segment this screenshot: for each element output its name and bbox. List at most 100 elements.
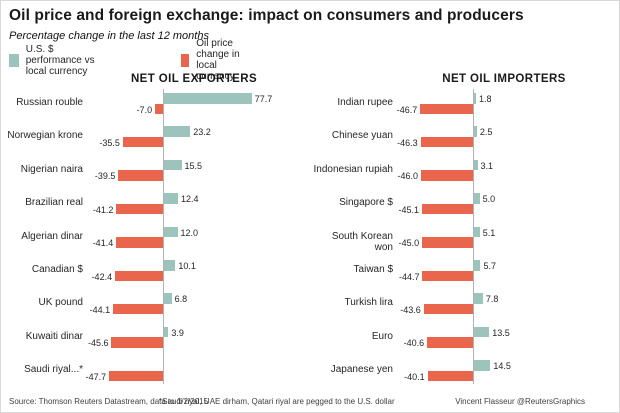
bar-usd	[474, 193, 480, 204]
bar-usd	[474, 93, 477, 104]
importers-plot-area: Indian rupee 1.8 -46.7 Chinese yuan 2.5 -46.3…	[311, 71, 619, 391]
category-label: Brazilian real	[25, 197, 83, 209]
panel-title-importers: NET OIL IMPORTERS	[442, 73, 566, 85]
category-label: Norwegian krone	[7, 130, 83, 142]
category-label: UK pound	[38, 297, 83, 309]
value-label-oil: -45.6	[87, 338, 109, 349]
value-label-usd: 13.5	[492, 327, 510, 338]
bar-usd	[164, 326, 169, 338]
bar-usd	[164, 293, 172, 304]
bar-oil	[422, 237, 473, 248]
value-label-oil: -41.2	[92, 204, 114, 215]
value-label-oil: -47.7	[85, 371, 107, 382]
panel-title-exporters: NET OIL EXPORTERS	[130, 73, 258, 85]
footer-credit: Vincent Flasseur @ReutersGraphics	[455, 397, 585, 406]
footer: Source: Thomson Reuters Datastream, data…	[1, 397, 619, 409]
footer-note: *Saudi riyal, UAE dirham, Qatari riyal a…	[159, 397, 395, 406]
bar-oil	[155, 103, 163, 114]
panel-net-oil-importers: NET OIL IMPORTERS Indian rupee 1.8 -46.7 Ch…	[311, 71, 619, 391]
category-label: Singapore $	[339, 197, 393, 209]
page-subtitle: Percentage change in the last 12 months	[9, 30, 209, 42]
bar-oil	[115, 270, 163, 281]
category-label: Taiwan $	[353, 264, 393, 275]
bar-oil	[118, 170, 163, 181]
category-label: Indian rupee	[337, 97, 393, 108]
category-label: Russian rouble	[16, 97, 83, 108]
bar-oil	[113, 303, 163, 315]
value-label-usd: 12.4	[181, 194, 199, 205]
value-label-oil: -45.1	[398, 204, 420, 215]
category-label: Algerian dinar	[21, 230, 83, 242]
value-label-usd: 3.1	[480, 160, 494, 171]
value-label-usd: 14.5	[493, 361, 511, 372]
value-label-oil: -43.6	[400, 304, 421, 315]
bar-oil	[427, 370, 473, 382]
category-label: Saudi riyal...*	[24, 364, 83, 376]
page-title: Oil price and foreign exchange: impact o…	[9, 7, 524, 24]
exporters-plot-area: Russian rouble 77.7 -7.0 Norwegian krone 23.…	[1, 71, 311, 391]
value-label-usd: 6.8	[174, 294, 188, 305]
legend-item-usd: U.S. $ performance vs local currency	[9, 44, 95, 77]
panel-net-oil-exporters: NET OIL EXPORTERS Russian rouble 77.7 -7.0…	[1, 71, 311, 391]
bar-oil	[116, 237, 163, 248]
bar-oil	[421, 170, 473, 181]
value-label-usd: 2.5	[479, 127, 493, 138]
axis-baseline	[473, 89, 474, 384]
bar-oil	[116, 203, 163, 215]
bar-usd	[474, 126, 477, 137]
bar-usd	[474, 360, 491, 371]
value-label-oil: -7.0	[136, 104, 153, 115]
category-label: Japanese yen	[330, 364, 393, 376]
bar-usd	[164, 193, 178, 204]
value-label-oil: -39.5	[94, 171, 116, 182]
bar-usd	[474, 260, 481, 271]
bar-oil	[423, 303, 473, 315]
value-label-usd: 7.8	[485, 294, 499, 305]
bar-usd	[164, 93, 252, 104]
value-label-oil: -46.7	[396, 104, 418, 115]
usd-swatch-icon	[9, 53, 19, 67]
value-label-oil: -45.0	[398, 238, 420, 249]
bar-oil	[420, 136, 473, 148]
value-label-usd: 5.1	[482, 227, 496, 238]
value-label-usd: 15.5	[184, 160, 203, 171]
category-label: Kuwaiti dinar	[25, 330, 83, 342]
legend-label-usd: U.S. $ performance vs local currency	[25, 43, 95, 77]
value-label-usd: 5.7	[483, 261, 496, 271]
bar-oil	[111, 337, 163, 348]
category-label: Euro	[371, 330, 393, 342]
value-label-oil: -46.0	[397, 171, 419, 182]
category-label: Chinese yuan	[331, 130, 393, 142]
value-label-usd: 5.0	[482, 194, 496, 205]
bar-oil	[422, 270, 473, 281]
bar-usd	[474, 293, 483, 304]
bar-usd	[164, 159, 182, 171]
value-label-usd: 77.7	[254, 94, 273, 104]
value-label-oil: -44.1	[89, 304, 111, 315]
value-label-usd: 3.9	[171, 327, 184, 338]
bar-oil	[420, 103, 473, 114]
bar-usd	[164, 126, 191, 137]
footer-source: Source: Thomson Reuters Datastream, data…	[9, 397, 209, 406]
category-label: South Korean won	[331, 230, 393, 253]
bar-oil	[427, 337, 473, 348]
value-label-oil: -41.4	[92, 238, 114, 249]
oil-swatch-icon	[181, 53, 190, 67]
category-label: Indonesian rupiah	[313, 163, 393, 175]
value-label-usd: 23.2	[193, 127, 211, 138]
value-label-usd: 1.8	[479, 94, 492, 104]
bar-usd	[164, 260, 176, 271]
bar-usd	[474, 226, 480, 238]
bar-oil	[109, 370, 163, 382]
axis-baseline	[163, 89, 164, 384]
value-label-oil: -42.4	[91, 271, 113, 282]
bar-usd	[164, 226, 178, 238]
legend-label-oil: Oil price change in local currency	[196, 38, 240, 82]
category-label: Turkish lira	[344, 297, 393, 309]
bar-usd	[474, 326, 490, 338]
category-label: Nigerian naira	[20, 163, 83, 175]
value-label-oil: -44.7	[398, 271, 420, 282]
legend-item-oil: Oil price change in local currency	[181, 38, 249, 82]
value-label-oil: -40.1	[404, 371, 425, 382]
